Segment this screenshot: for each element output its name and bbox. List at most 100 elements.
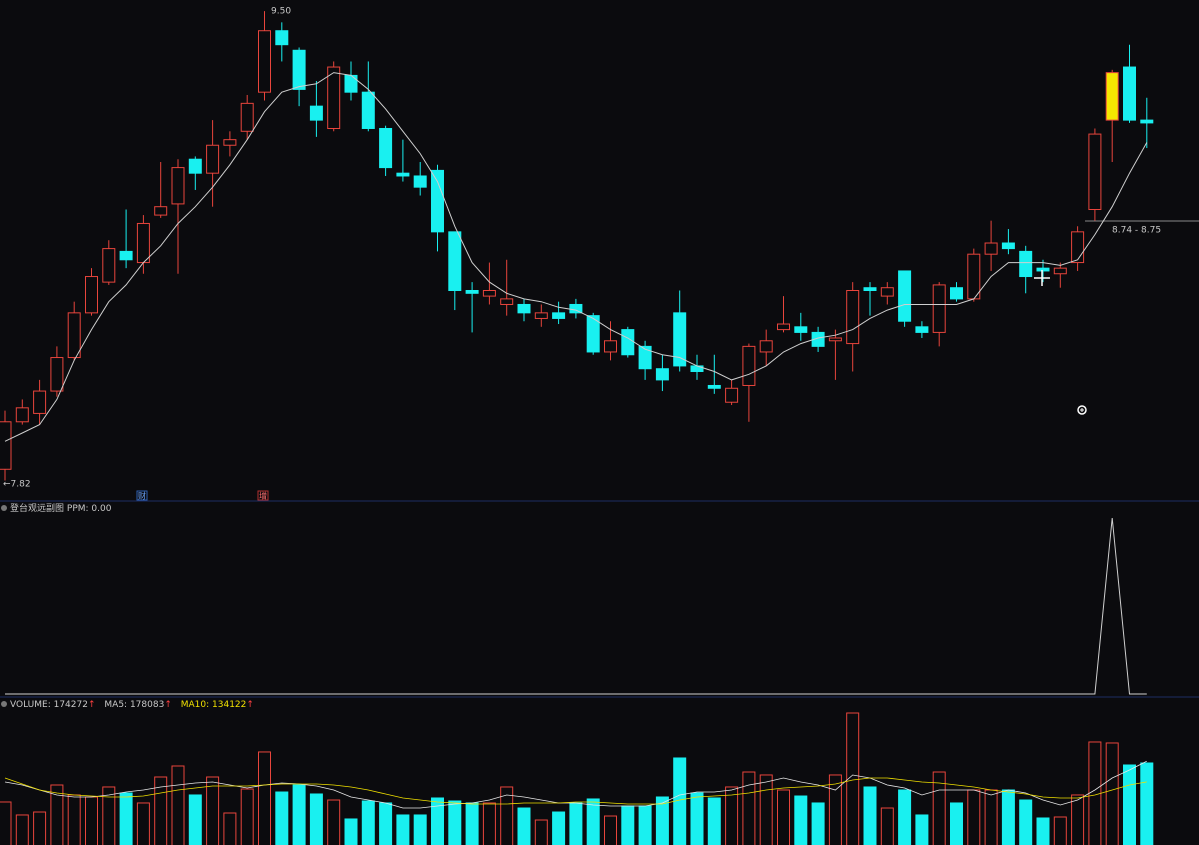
volume-bar [102,786,116,845]
candle-body [67,312,81,359]
volume-bar [1088,741,1102,845]
candle-body [742,345,756,386]
volume-bar [1036,817,1050,845]
candle-body [292,49,306,90]
candle-body [0,421,12,470]
volume-bar [275,791,289,845]
volume-bar [586,798,600,845]
indicator-header: 登台观远副图 PPM: 0.00 [10,502,112,514]
candle-body [258,30,271,93]
panel-icon[interactable] [1,701,7,707]
candle-body [50,357,64,392]
candle-body [950,287,963,300]
volume-bar [707,797,721,845]
volume-bar [552,811,566,845]
volume-bar [1001,789,1015,845]
candle-body [85,276,98,314]
candle-body [1053,267,1067,275]
volume-bar [898,789,912,845]
volume-bar [517,807,531,845]
volume-bar [188,794,202,845]
candle-body [863,287,877,292]
indicator-title: 登台观远副图 [10,502,64,514]
volume-bar [0,801,12,845]
candle-body [673,312,687,367]
candle-body [1001,242,1015,250]
candle-body [136,222,150,264]
high-label: 9.50 [271,7,291,17]
indicator-line [5,517,1147,695]
volume-bar [396,814,410,845]
volume-bar [379,802,393,845]
candle-body [275,30,289,46]
candle-body [1088,133,1102,210]
volume-bar [344,818,358,845]
volume-bar [119,792,133,845]
volume-bar [638,805,652,845]
candle-body [1140,119,1154,124]
volume-bar [258,751,271,845]
volume-ma-line [4,760,1147,809]
candle-body [396,172,410,177]
candle-body [482,290,496,297]
volume-bar [880,807,894,845]
volume-bar [742,771,756,845]
volume-bar [171,765,185,845]
candle-body [1105,72,1119,121]
candle-body [171,167,185,205]
volume-bar [690,792,704,845]
candle-body [828,337,842,342]
volume-bar [15,814,29,845]
candle-body [448,231,462,292]
range-label: 8.74 - 8.75 [1112,226,1161,236]
candle-body [223,139,237,146]
candle-body [15,407,29,423]
trend-marker: ↑ [88,700,96,710]
volume-bar [206,776,220,845]
candle-body [621,329,635,356]
candle-body [725,387,739,403]
candle-body [984,242,998,255]
candle-body [880,287,894,297]
candle-body [898,270,912,322]
candle-body [586,315,600,353]
candle-body [379,127,393,169]
candle-body [604,340,617,353]
volume-ma-line [4,777,1147,805]
candle-body [517,303,531,314]
volume-bar [604,815,617,845]
legend-value: 178083 [130,700,164,710]
mouse-pointer [1077,405,1087,415]
candle-body [1036,267,1050,272]
volume-bar [136,802,150,845]
panel-icon[interactable] [1,505,7,511]
volume-bar [1105,742,1119,845]
trend-marker: ↑ [246,700,254,710]
legend-label: VOLUME: [10,700,51,710]
candle-body [794,326,808,333]
volume-bar [327,799,341,845]
volume-bar [482,802,496,845]
trend-marker: ↑ [164,700,172,710]
candle-body [500,298,514,305]
volume-bar [950,802,963,845]
moving-average-line [4,72,1148,442]
candle-body [431,169,444,233]
legend-value: 174272 [54,700,88,710]
volume-bar [828,774,842,845]
volume-bar [1071,794,1085,845]
badge: 财 [138,491,146,501]
volume-bar [448,800,462,845]
volume-header: VOLUME: 174272↑ MA5: 178083↑ MA10: 13412… [10,700,254,710]
candle-body [119,250,133,261]
volume-bar [621,805,635,845]
candle-body [240,102,254,132]
candle-body [206,144,220,174]
volume-bar [655,796,669,845]
volume-bar [967,789,981,845]
volume-bar [811,802,825,845]
volume-bar [673,757,687,845]
candle-body [361,91,375,129]
volume-bar [759,774,773,845]
